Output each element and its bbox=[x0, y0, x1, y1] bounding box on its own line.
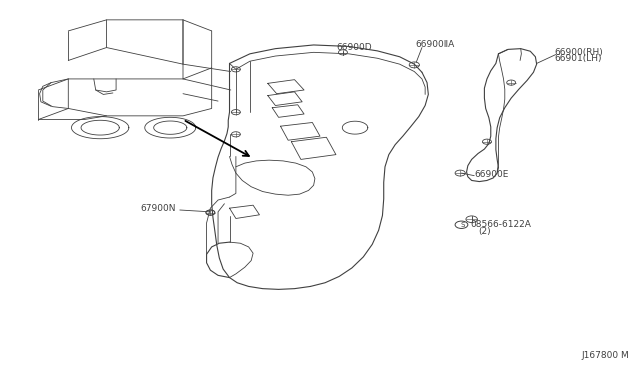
Text: S: S bbox=[461, 222, 465, 228]
Text: 66900(RH): 66900(RH) bbox=[554, 48, 604, 57]
Text: 66900D: 66900D bbox=[336, 43, 372, 52]
Text: 67900N: 67900N bbox=[140, 204, 176, 214]
Text: 66901(LH): 66901(LH) bbox=[554, 54, 602, 63]
Text: 66900ⅡA: 66900ⅡA bbox=[415, 41, 455, 49]
Text: 66900E: 66900E bbox=[474, 170, 509, 179]
Text: J167800 M: J167800 M bbox=[581, 350, 629, 359]
Text: 08566-6122A: 08566-6122A bbox=[470, 220, 531, 229]
Text: (2): (2) bbox=[478, 227, 491, 235]
